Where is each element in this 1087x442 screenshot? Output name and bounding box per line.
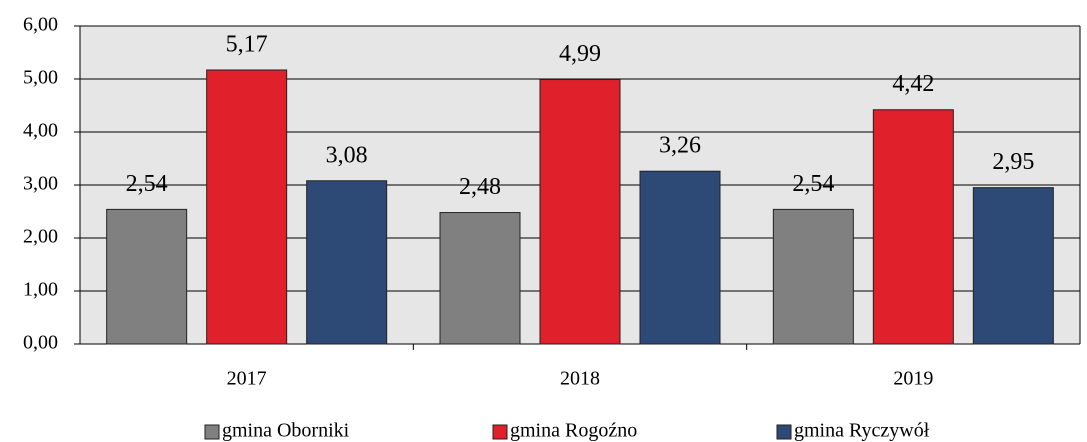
y-tick-label: 1,00 [23, 279, 58, 301]
legend-swatch [204, 424, 220, 440]
bar [306, 180, 388, 345]
y-tick-label: 4,00 [23, 120, 58, 142]
value-label: 4,99 [559, 41, 601, 67]
x-tick-label: 2018 [560, 368, 600, 390]
y-tick-label: 2,00 [23, 226, 58, 248]
legend-label: gmina Ryczywół [794, 420, 930, 442]
value-label: 4,42 [892, 71, 934, 97]
bar [772, 208, 854, 345]
x-tick-label: 2017 [227, 368, 267, 390]
legend-swatch [492, 424, 508, 440]
value-label: 2,54 [792, 171, 834, 197]
value-label: 3,26 [659, 133, 701, 159]
bar [439, 212, 521, 345]
value-label: 2,48 [459, 174, 501, 200]
value-label: 2,95 [992, 149, 1034, 175]
bar [872, 109, 954, 345]
bar [639, 170, 721, 345]
value-label: 5,17 [226, 31, 268, 57]
legend-label: gmina Rogoźno [510, 420, 637, 442]
x-tick-label: 2019 [893, 368, 933, 390]
bar [539, 79, 621, 345]
y-tick-label: 6,00 [23, 14, 58, 36]
y-tick-label: 0,00 [23, 332, 58, 354]
bar [106, 208, 188, 345]
value-label: 3,08 [326, 142, 368, 168]
legend-label: gmina Oborniki [222, 420, 350, 442]
y-tick-label: 3,00 [23, 173, 58, 195]
y-tick-label: 5,00 [23, 67, 58, 89]
legend-swatch [776, 424, 792, 440]
bar [972, 187, 1054, 345]
bar [206, 69, 288, 345]
value-label: 2,54 [126, 171, 168, 197]
